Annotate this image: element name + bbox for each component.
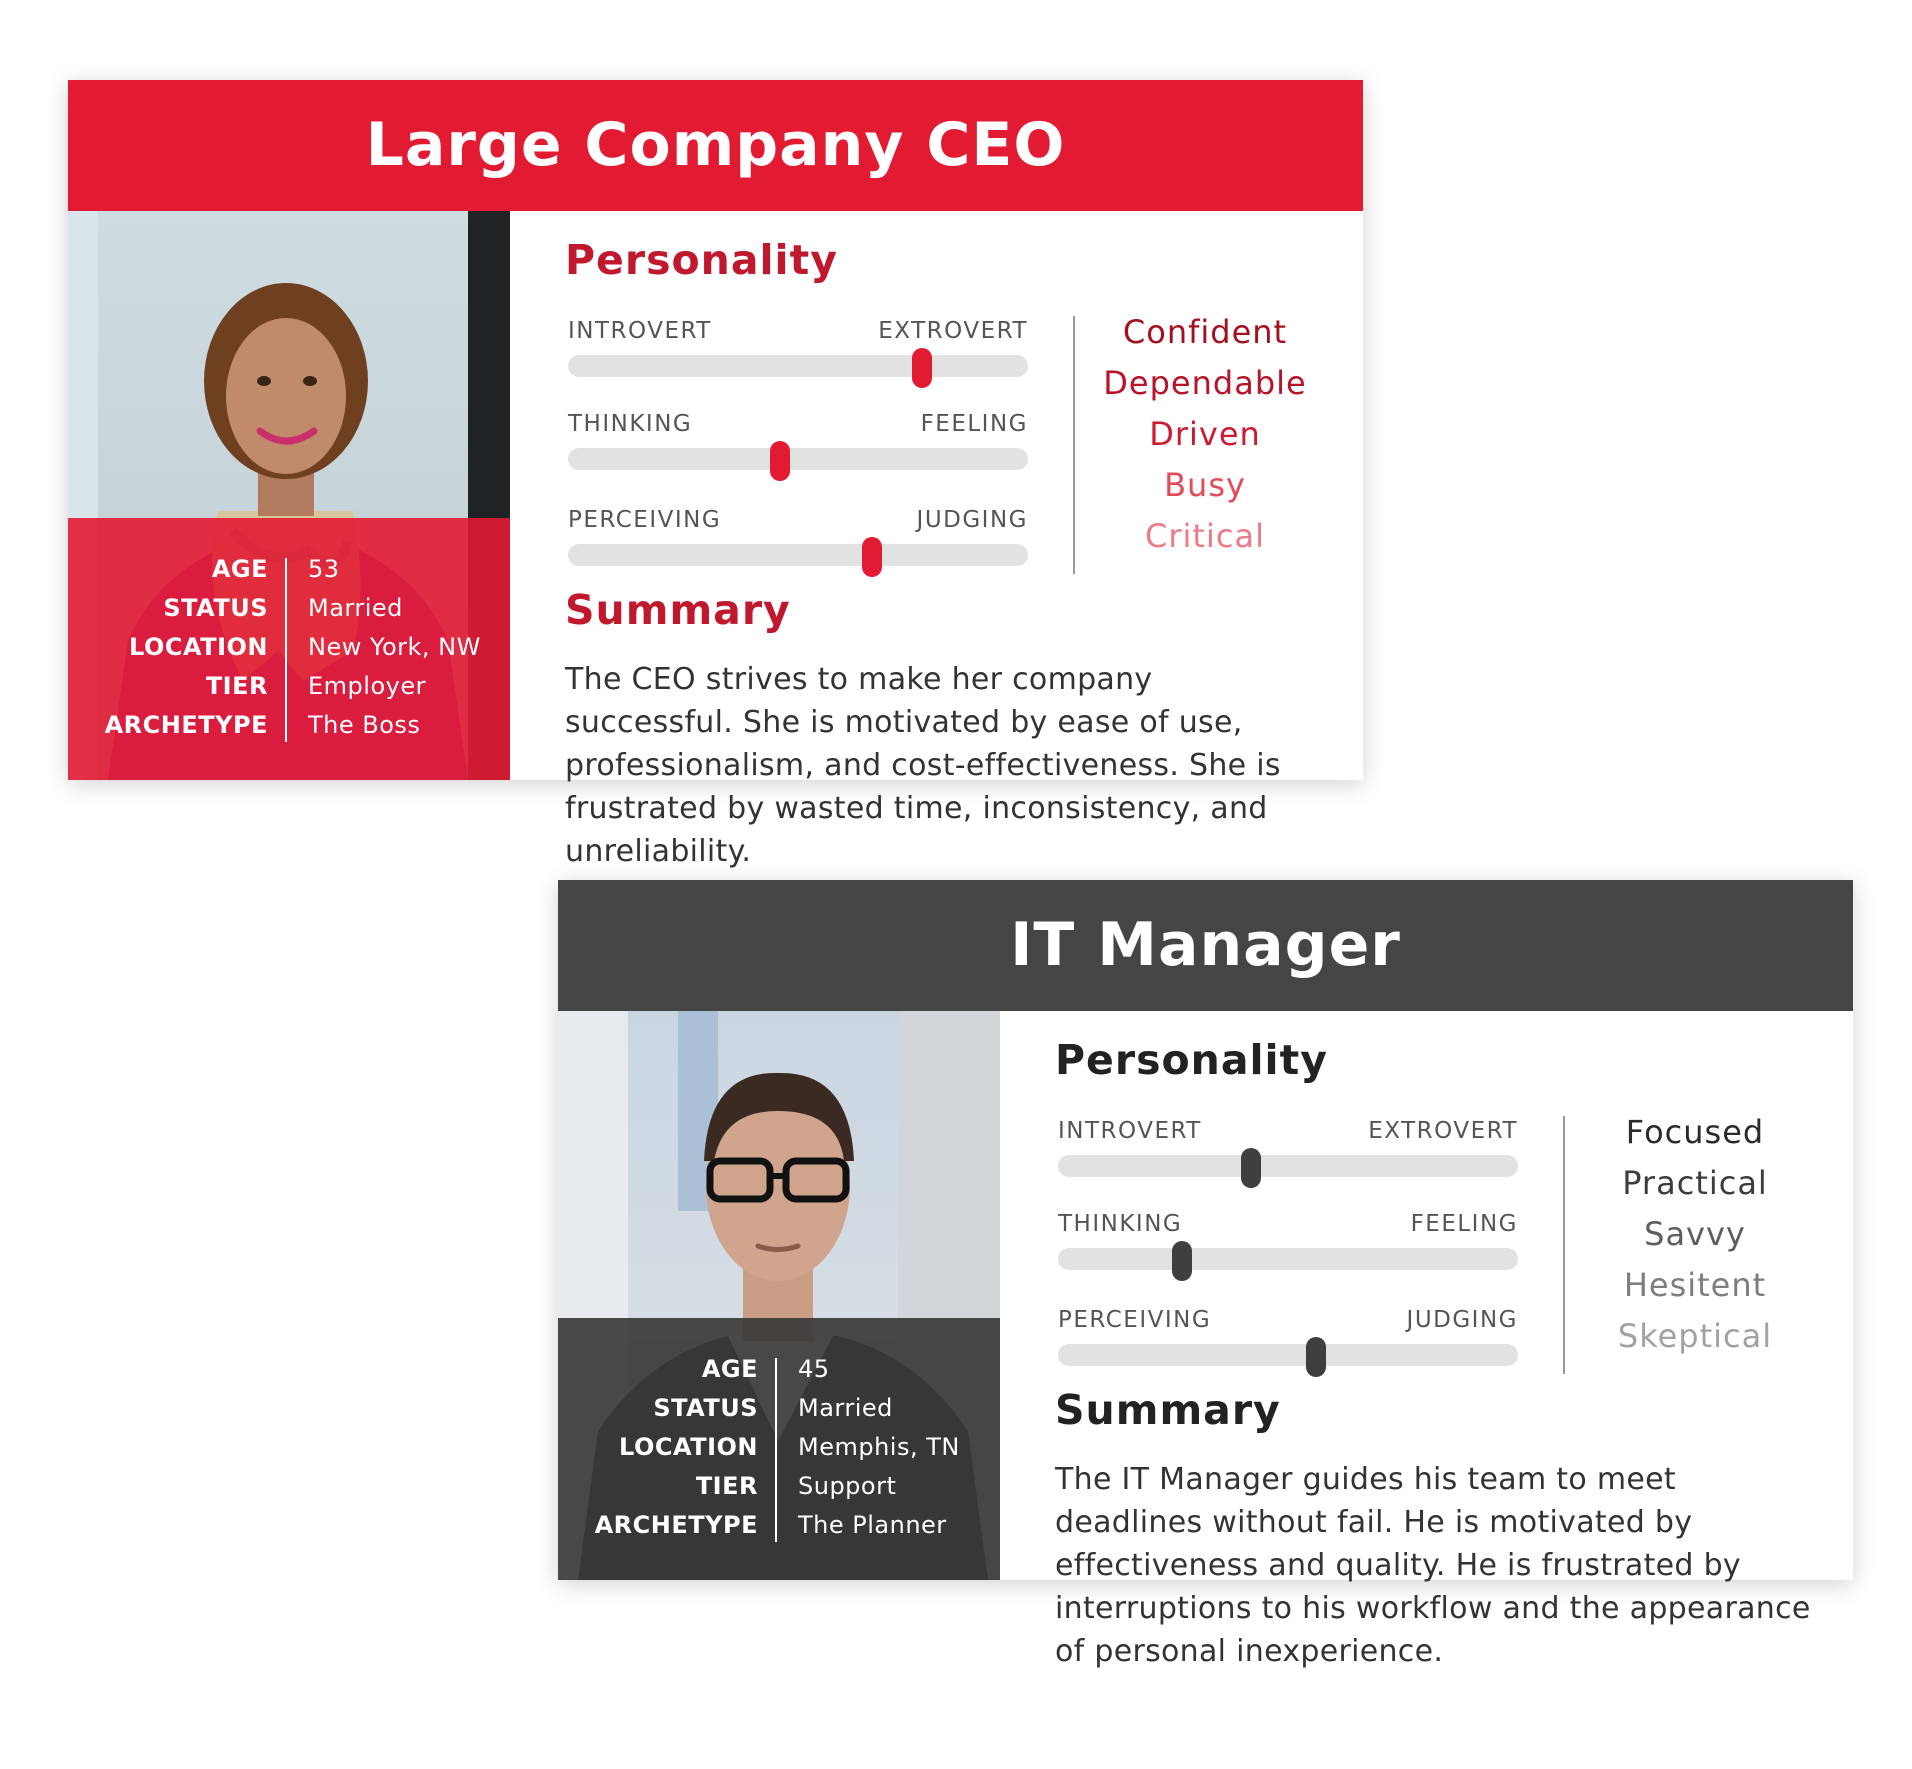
trait-divider bbox=[1563, 1116, 1565, 1374]
summary-text: The CEO strives to make her company succ… bbox=[565, 662, 1281, 869]
slider-right-label: EXTROVERT bbox=[1368, 1118, 1518, 1144]
slider-right-label: JUDGING bbox=[1406, 1307, 1518, 1333]
trait-list: Focused Practical Savvy Hesitent Skeptic… bbox=[1565, 1107, 1825, 1362]
info-row-tier: TIER Employer bbox=[68, 672, 510, 711]
info-value: Married bbox=[308, 594, 403, 622]
slider-left-label: PERCEIVING bbox=[1058, 1307, 1212, 1333]
info-value: Memphis, TN bbox=[798, 1433, 960, 1461]
info-key: TIER bbox=[695, 1472, 758, 1500]
persona-info-panel: AGE 45 STATUS Married LOCATION Memphis, … bbox=[558, 1318, 1000, 1580]
slider-right-label: JUDGING bbox=[916, 507, 1028, 533]
slider-track bbox=[568, 448, 1028, 470]
slider-left-label: INTROVERT bbox=[1058, 1118, 1202, 1144]
info-row-age: AGE 45 bbox=[558, 1355, 1000, 1394]
persona-info-panel: AGE 53 STATUS Married LOCATION New York,… bbox=[68, 518, 510, 780]
slider-track bbox=[1058, 1248, 1518, 1270]
info-value: The Boss bbox=[308, 711, 421, 739]
persona-photo: AGE 53 STATUS Married LOCATION New York,… bbox=[68, 211, 510, 780]
slider-thinking-feeling: THINKING FEELING bbox=[568, 411, 1028, 491]
persona-photo: AGE 45 STATUS Married LOCATION Memphis, … bbox=[558, 1011, 1000, 1580]
personality-heading: Personality bbox=[565, 236, 838, 284]
info-row-status: STATUS Married bbox=[68, 594, 510, 633]
slider-left-label: INTROVERT bbox=[568, 318, 712, 344]
slider-thinking-feeling: THINKING FEELING bbox=[1058, 1211, 1518, 1291]
slider-right-label: EXTROVERT bbox=[878, 318, 1028, 344]
persona-card-ceo: Large Company CEO AGE 53 STATUS Married bbox=[68, 80, 1363, 869]
slider-track bbox=[568, 355, 1028, 377]
info-key: ARCHETYPE bbox=[594, 1511, 758, 1539]
info-row-location: LOCATION New York, NW bbox=[68, 633, 510, 672]
trait: Hesitent bbox=[1623, 1266, 1767, 1304]
info-key: AGE bbox=[211, 555, 268, 583]
slider-introvert-extrovert: INTROVERT EXTROVERT bbox=[568, 318, 1028, 398]
trait: Focused bbox=[1625, 1113, 1765, 1151]
trait: Confident bbox=[1122, 313, 1288, 351]
info-value: New York, NW bbox=[308, 633, 481, 661]
persona-card-it-manager: IT Manager AGE 45 STATUS Married bbox=[558, 880, 1853, 1669]
summary-heading: Summary bbox=[565, 586, 791, 634]
slider-track bbox=[568, 544, 1028, 566]
slider-track bbox=[1058, 1155, 1518, 1177]
trait: Driven bbox=[1149, 415, 1261, 453]
slider-thumb[interactable] bbox=[861, 537, 882, 577]
info-value: The Planner bbox=[798, 1511, 947, 1539]
slider-left-label: PERCEIVING bbox=[568, 507, 722, 533]
info-value: Support bbox=[798, 1472, 897, 1500]
persona-content: Personality INTROVERT EXTROVERT THINKING… bbox=[1000, 1011, 1853, 1669]
slider-right-label: FEELING bbox=[920, 411, 1028, 437]
info-value: Married bbox=[798, 1394, 893, 1422]
slider-thumb[interactable] bbox=[769, 441, 790, 481]
trait: Busy bbox=[1164, 466, 1246, 504]
info-value: 45 bbox=[798, 1355, 830, 1383]
trait: Skeptical bbox=[1617, 1317, 1773, 1355]
info-key: STATUS bbox=[653, 1394, 758, 1422]
slider-perceiving-judging: PERCEIVING JUDGING bbox=[568, 507, 1028, 587]
info-row-age: AGE 53 bbox=[68, 555, 510, 594]
trait: Dependable bbox=[1103, 364, 1307, 402]
card-title: Large Company CEO bbox=[68, 80, 1363, 211]
info-value: 53 bbox=[308, 555, 340, 583]
info-key: ARCHETYPE bbox=[104, 711, 268, 739]
trait: Critical bbox=[1145, 517, 1265, 555]
info-row-archetype: ARCHETYPE The Planner bbox=[558, 1511, 1000, 1550]
info-divider bbox=[775, 1358, 777, 1542]
info-key: LOCATION bbox=[619, 1433, 758, 1461]
info-row-location: LOCATION Memphis, TN bbox=[558, 1433, 1000, 1472]
info-key: LOCATION bbox=[129, 633, 268, 661]
trait-divider bbox=[1073, 316, 1075, 574]
info-row-status: STATUS Married bbox=[558, 1394, 1000, 1433]
info-row-archetype: ARCHETYPE The Boss bbox=[68, 711, 510, 750]
slider-thumb[interactable] bbox=[1172, 1241, 1193, 1281]
info-divider bbox=[285, 558, 287, 742]
persona-content: Personality INTROVERT EXTROVERT THINKING… bbox=[510, 211, 1363, 869]
trait: Savvy bbox=[1644, 1215, 1746, 1253]
info-key: TIER bbox=[205, 672, 268, 700]
summary-heading: Summary bbox=[1055, 1386, 1281, 1434]
slider-perceiving-judging: PERCEIVING JUDGING bbox=[1058, 1307, 1518, 1387]
info-row-tier: TIER Support bbox=[558, 1472, 1000, 1511]
slider-left-label: THINKING bbox=[568, 411, 693, 437]
slider-introvert-extrovert: INTROVERT EXTROVERT bbox=[1058, 1118, 1518, 1198]
slider-thumb[interactable] bbox=[1305, 1337, 1326, 1377]
info-key: STATUS bbox=[163, 594, 268, 622]
slider-right-label: FEELING bbox=[1410, 1211, 1518, 1237]
summary-text: The IT Manager guides his team to meet d… bbox=[1055, 1462, 1811, 1669]
trait: Practical bbox=[1622, 1164, 1768, 1202]
slider-left-label: THINKING bbox=[1058, 1211, 1183, 1237]
trait-list: Confident Dependable Driven Busy Critica… bbox=[1075, 307, 1335, 562]
slider-thumb[interactable] bbox=[912, 348, 933, 388]
card-title: IT Manager bbox=[558, 880, 1853, 1011]
info-value: Employer bbox=[308, 672, 426, 700]
slider-thumb[interactable] bbox=[1241, 1148, 1262, 1188]
info-key: AGE bbox=[701, 1355, 758, 1383]
slider-track bbox=[1058, 1344, 1518, 1366]
personality-heading: Personality bbox=[1055, 1036, 1328, 1084]
